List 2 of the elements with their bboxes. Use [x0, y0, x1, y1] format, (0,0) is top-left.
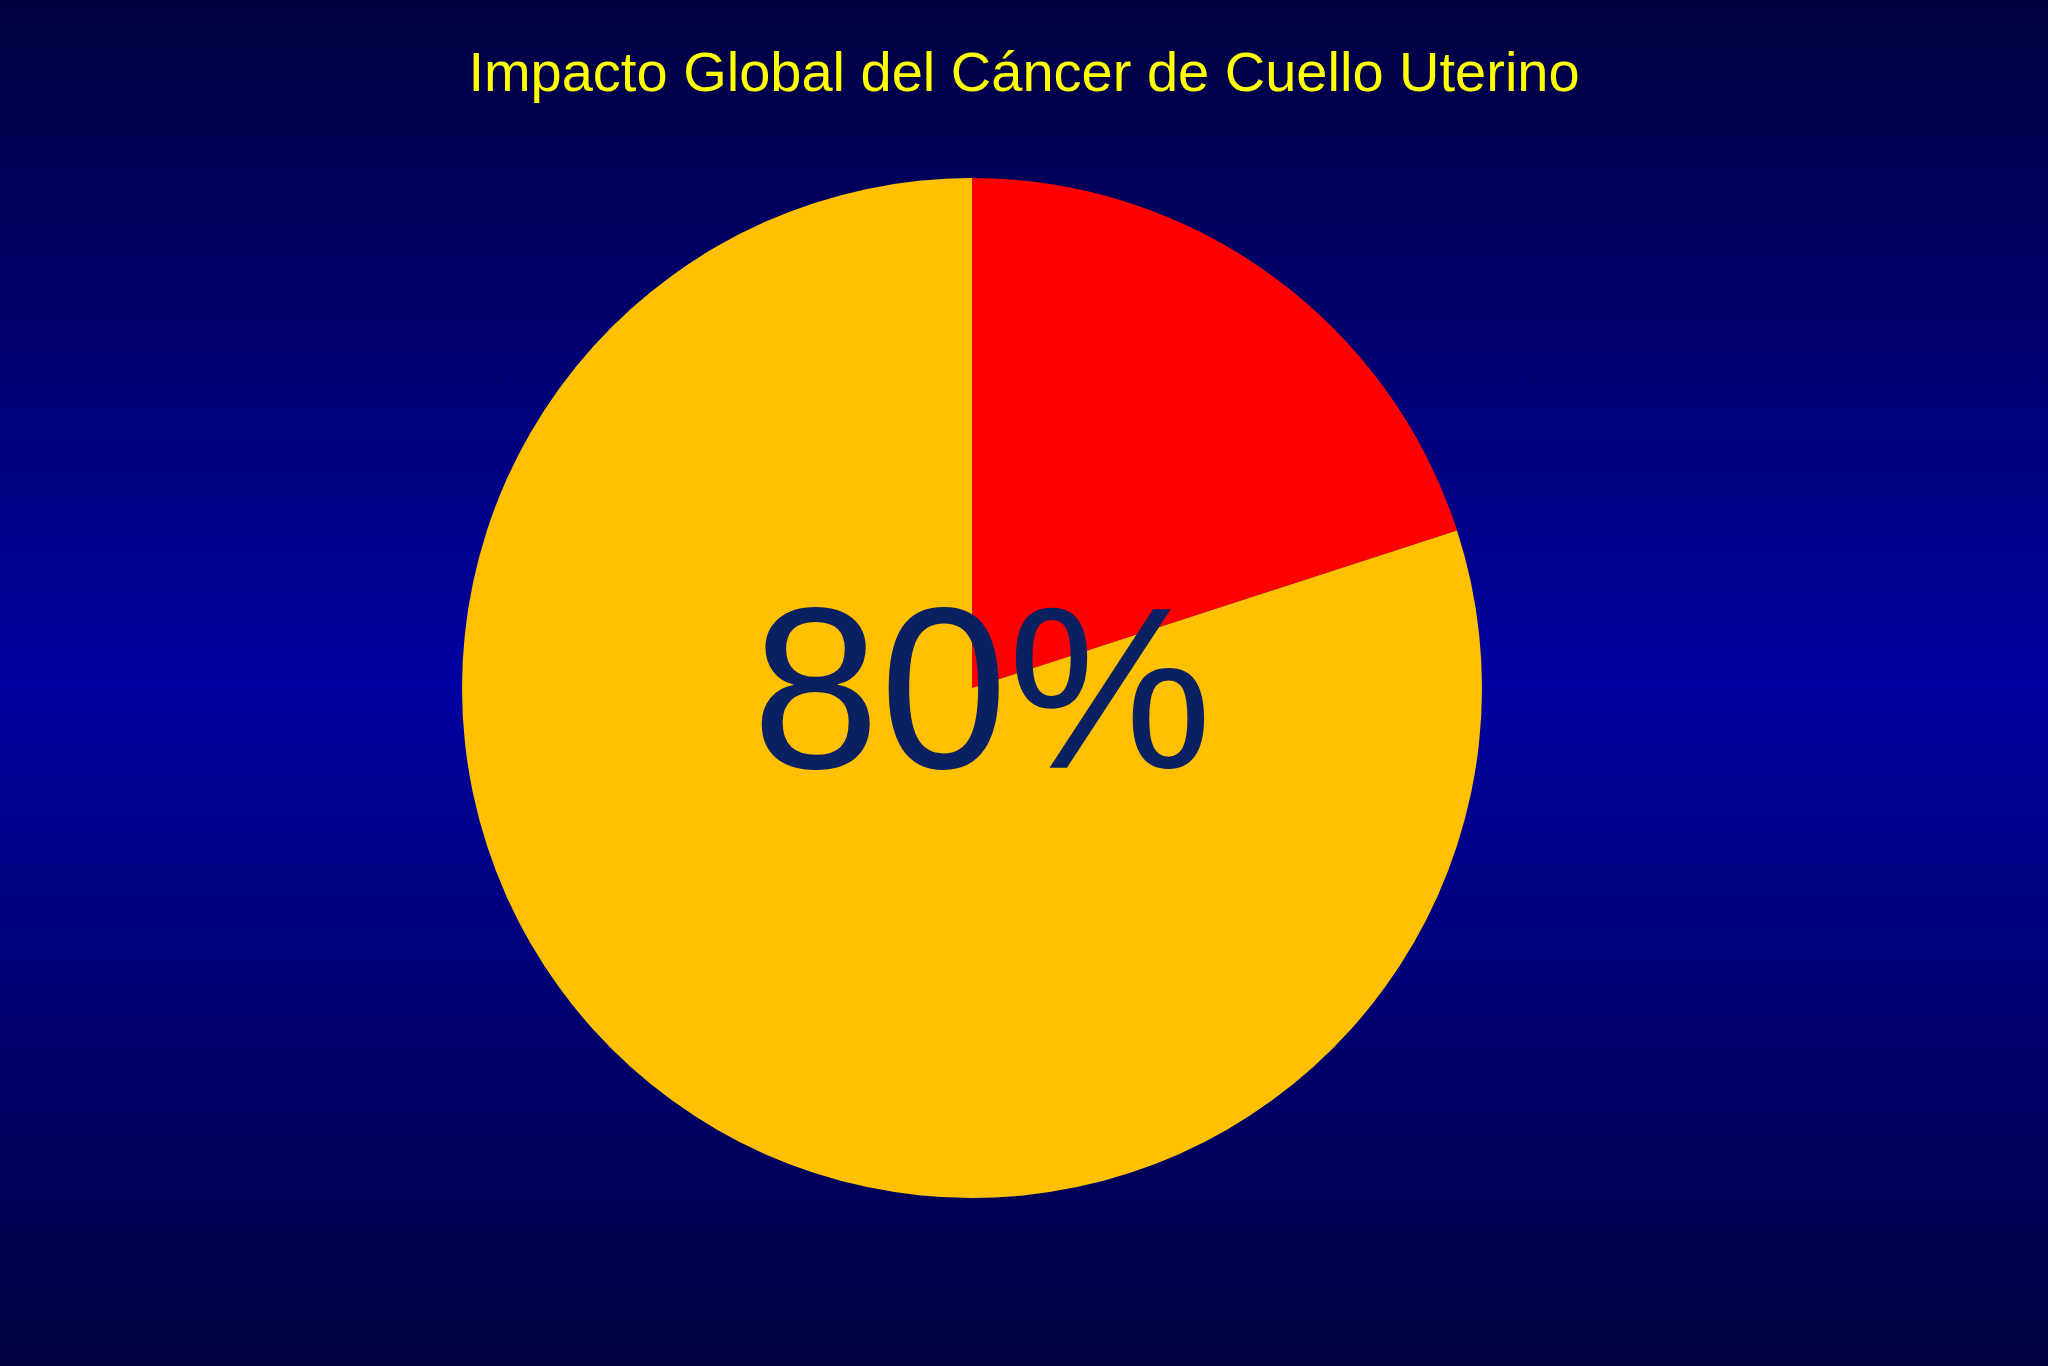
chart-title: Impacto Global del Cáncer de Cuello Uterino: [468, 39, 1580, 103]
data-label: 80%: [751, 559, 1213, 817]
